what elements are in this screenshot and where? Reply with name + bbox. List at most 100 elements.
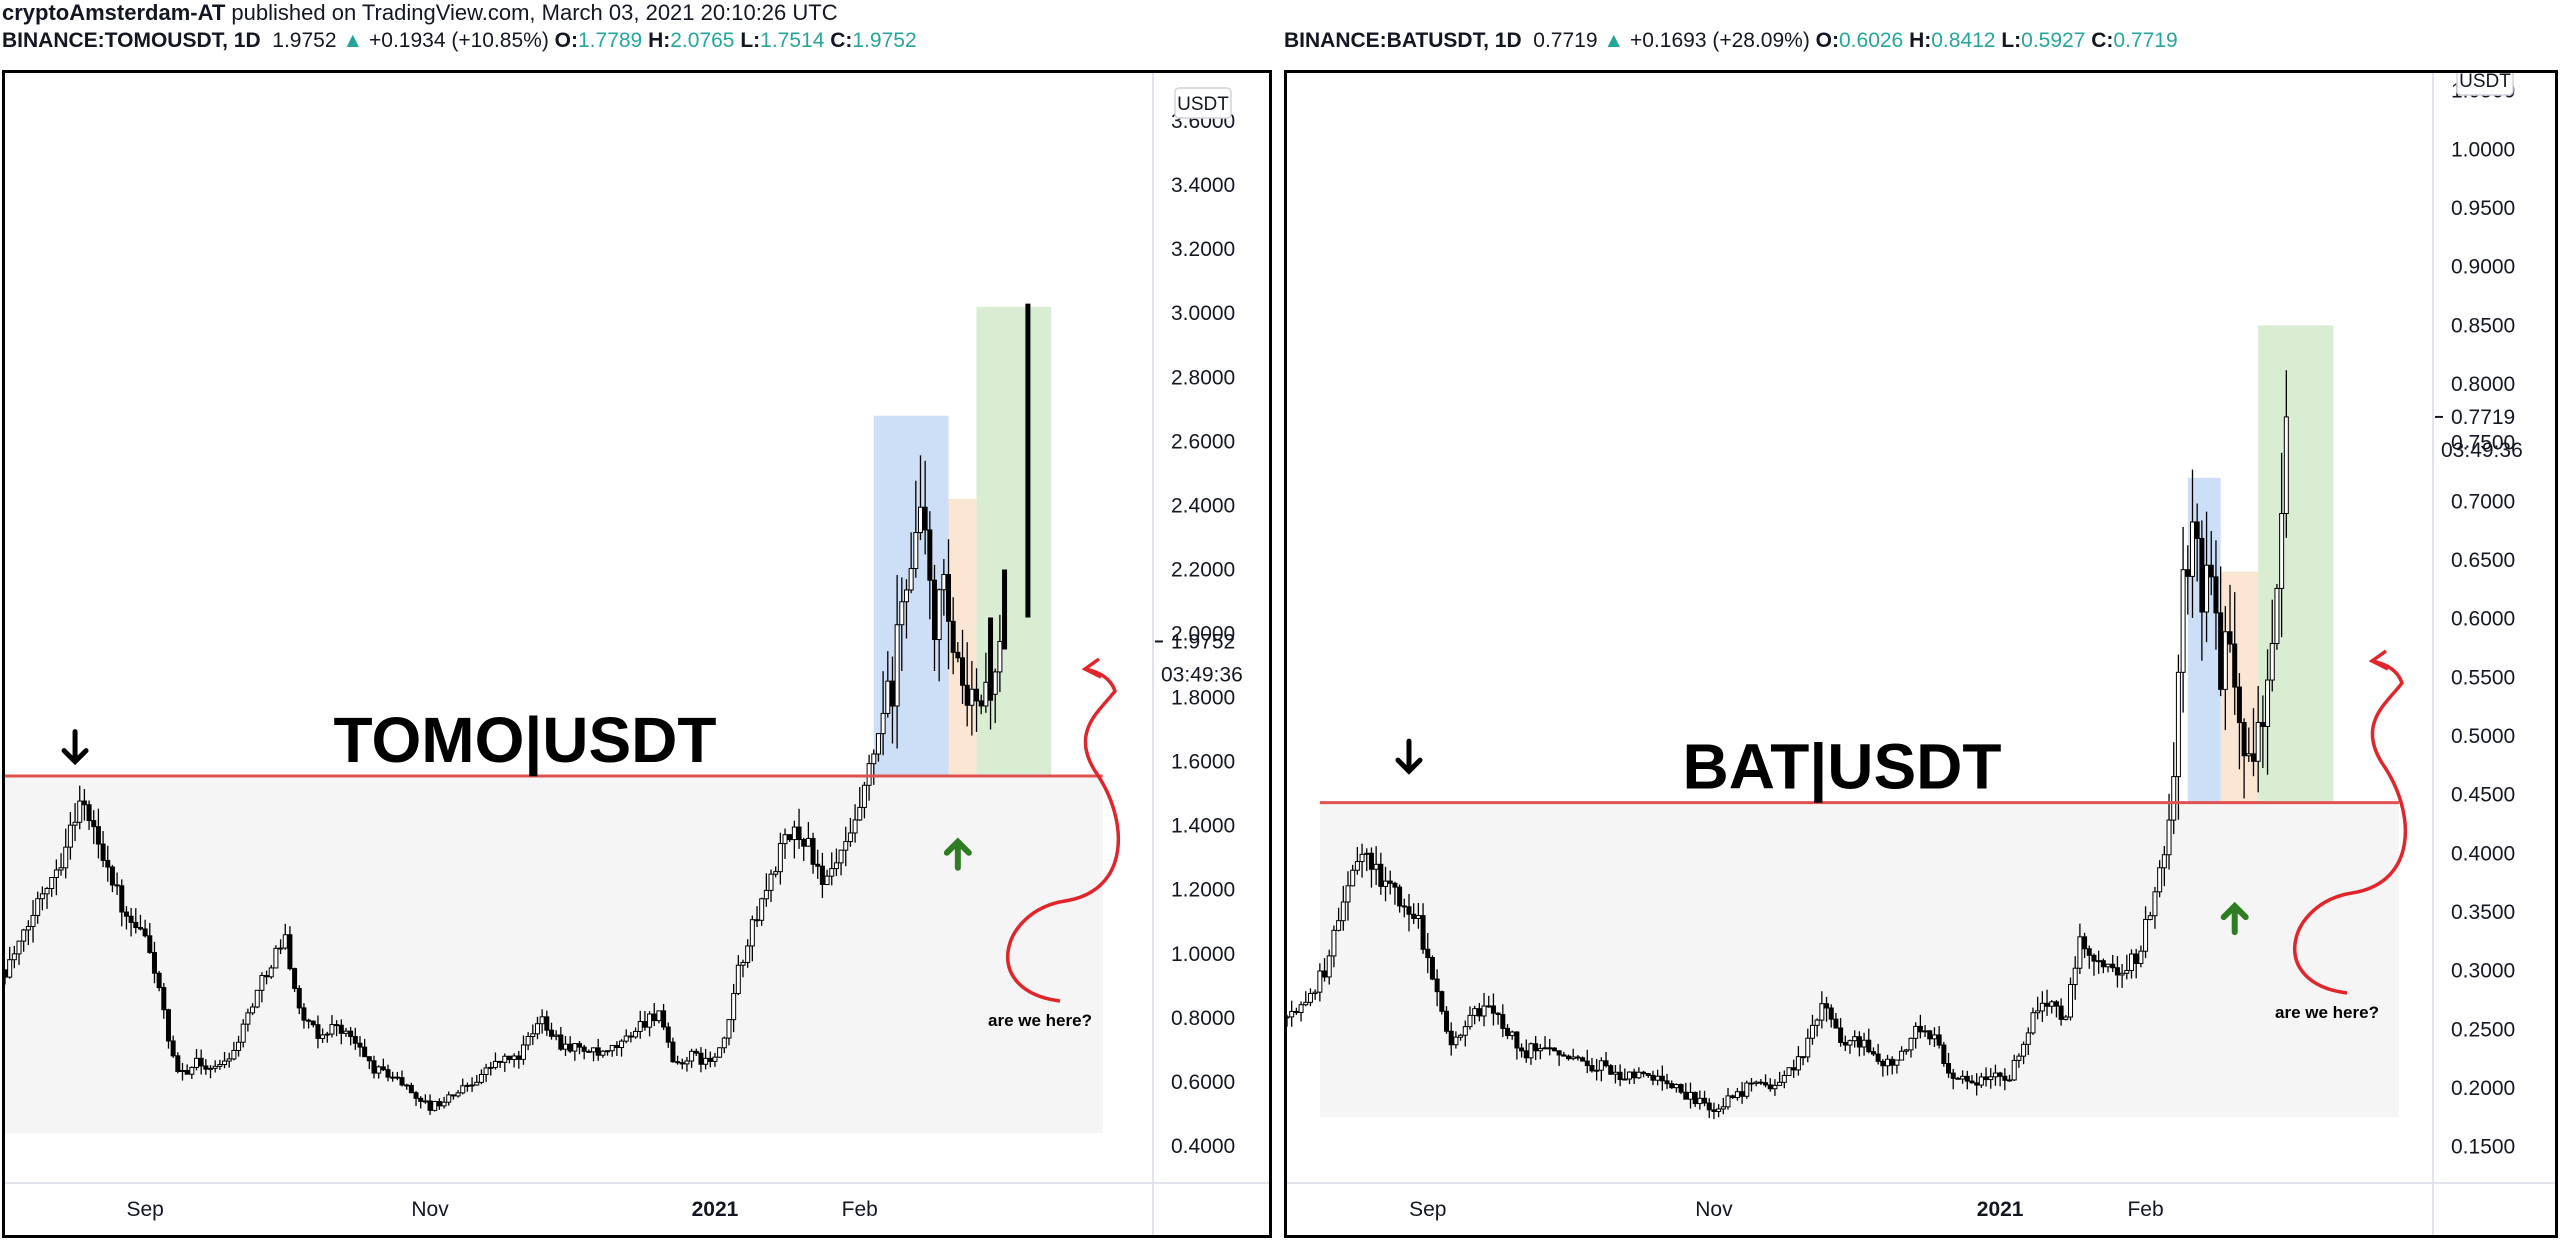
candle-body: [614, 1044, 620, 1049]
candle-body: [1824, 1003, 1830, 1009]
annotation-note: are we here?: [988, 1011, 1092, 1030]
candle-body: [371, 1060, 377, 1074]
candle-body: [810, 837, 816, 865]
chart-2-low: 0.5927: [2021, 29, 2086, 52]
candle-body: [39, 893, 45, 900]
y-tick-label: 0.8000: [2451, 373, 2515, 396]
candle-body: [2218, 612, 2224, 690]
candle-body: [2124, 969, 2130, 974]
candle-body: [2030, 1012, 2036, 1034]
candle-body: [2189, 521, 2195, 577]
chart-2-symbol: BINANCE:BATUSDT, 1D: [1284, 29, 1522, 52]
y-tick-label: 2.8000: [1171, 366, 1235, 389]
candle-body: [567, 1043, 573, 1052]
candle-body: [198, 1057, 204, 1067]
candle-body: [105, 859, 111, 868]
candle-body: [1725, 1095, 1731, 1108]
candle-body: [2072, 967, 2078, 986]
candle-body: [1528, 1043, 1534, 1059]
candle-body: [488, 1066, 494, 1069]
y-tick-label: 0.3500: [2451, 901, 2515, 924]
candle-body: [955, 651, 961, 659]
candle-body: [161, 987, 167, 1011]
candle-body: [581, 1046, 587, 1052]
candle-body: [1317, 970, 1323, 993]
candle-body: [964, 684, 970, 706]
candle-body: [404, 1084, 410, 1087]
y-tick-label: 0.8000: [1171, 1007, 1235, 1030]
candle-body: [156, 972, 162, 989]
candle-body: [1913, 1025, 1919, 1039]
candle-body: [324, 1033, 330, 1036]
candle-body: [1852, 1036, 1858, 1042]
unit-label: USDT: [1174, 87, 1232, 119]
candle-body: [899, 601, 905, 626]
candle-body: [422, 1100, 428, 1103]
candle-body: [1462, 1026, 1468, 1036]
candle-body: [1927, 1030, 1933, 1040]
candle-body: [1922, 1030, 1928, 1033]
candle-body: [1570, 1056, 1576, 1060]
candle-body: [296, 987, 302, 1009]
candle-body: [1833, 1018, 1839, 1029]
candle-body: [348, 1030, 354, 1037]
candle-body: [1547, 1047, 1553, 1050]
candle-body: [1988, 1076, 1994, 1081]
annotation-arrowhead-icon: [2368, 649, 2389, 671]
candle-body: [273, 947, 279, 969]
candle-body: [2265, 679, 2271, 727]
chart-panel-tomo[interactable]: TOMO|USDT are we here? 3.6000 3.4000 3.2000 3…: [2, 70, 1272, 1238]
candle-body: [67, 824, 73, 848]
candle-body: [558, 1034, 564, 1050]
candle-body: [1561, 1054, 1567, 1057]
candle-body: [857, 806, 863, 821]
candle-body: [1612, 1071, 1618, 1075]
candle-body: [1730, 1095, 1736, 1099]
candle-body: [735, 964, 741, 995]
candle-body: [1767, 1084, 1773, 1090]
candle-body: [656, 1010, 662, 1022]
candle-body: [2016, 1055, 2022, 1061]
candle-body: [2147, 915, 2153, 920]
candle-body: [2025, 1032, 2031, 1045]
candle-body: [1702, 1097, 1708, 1104]
candle-body: [586, 1050, 592, 1053]
candle-body: [787, 834, 793, 841]
candle-body: [1575, 1056, 1581, 1059]
y-axis-ticks: 3.60003.40003.20003.00002.80002.60002.40…: [1171, 110, 1235, 1158]
candle-body: [927, 529, 933, 581]
candle-body: [712, 1056, 718, 1062]
y-tick-label: 0.2000: [2451, 1077, 2515, 1100]
candle-body: [100, 843, 106, 861]
candle-body: [194, 1057, 200, 1068]
candle-body: [1336, 920, 1342, 931]
candle-body: [1293, 1010, 1299, 1014]
candle-body: [637, 1021, 643, 1032]
y-tick-label: 1.6000: [1171, 751, 1235, 774]
candle-body: [151, 952, 157, 974]
y-tick-label: 0.5500: [2451, 666, 2515, 689]
candle-body: [1899, 1050, 1905, 1061]
down-arrow-icon: [61, 729, 89, 766]
last-price-label: 1.9752: [1171, 630, 1235, 653]
candle-body: [2114, 967, 2120, 976]
candle-body: [203, 1065, 209, 1070]
candle-body: [1734, 1091, 1740, 1099]
candle-body: [408, 1084, 414, 1094]
candle-body: [1903, 1049, 1909, 1052]
candle-body: [1950, 1072, 1956, 1079]
candle-body: [829, 868, 835, 877]
candle-body: [1401, 905, 1407, 908]
candle-body: [1819, 1003, 1825, 1021]
candle-body: [236, 1041, 242, 1051]
candle-body: [2274, 587, 2280, 645]
annotation-curve: [2293, 659, 2408, 995]
y-tick-label: 0.5000: [2451, 725, 2515, 748]
candle-body: [1983, 1076, 1989, 1081]
candle-body: [16, 940, 22, 955]
x-tick-label: Nov: [1695, 1198, 1733, 1221]
up-triangle-icon: ▲: [342, 29, 364, 52]
